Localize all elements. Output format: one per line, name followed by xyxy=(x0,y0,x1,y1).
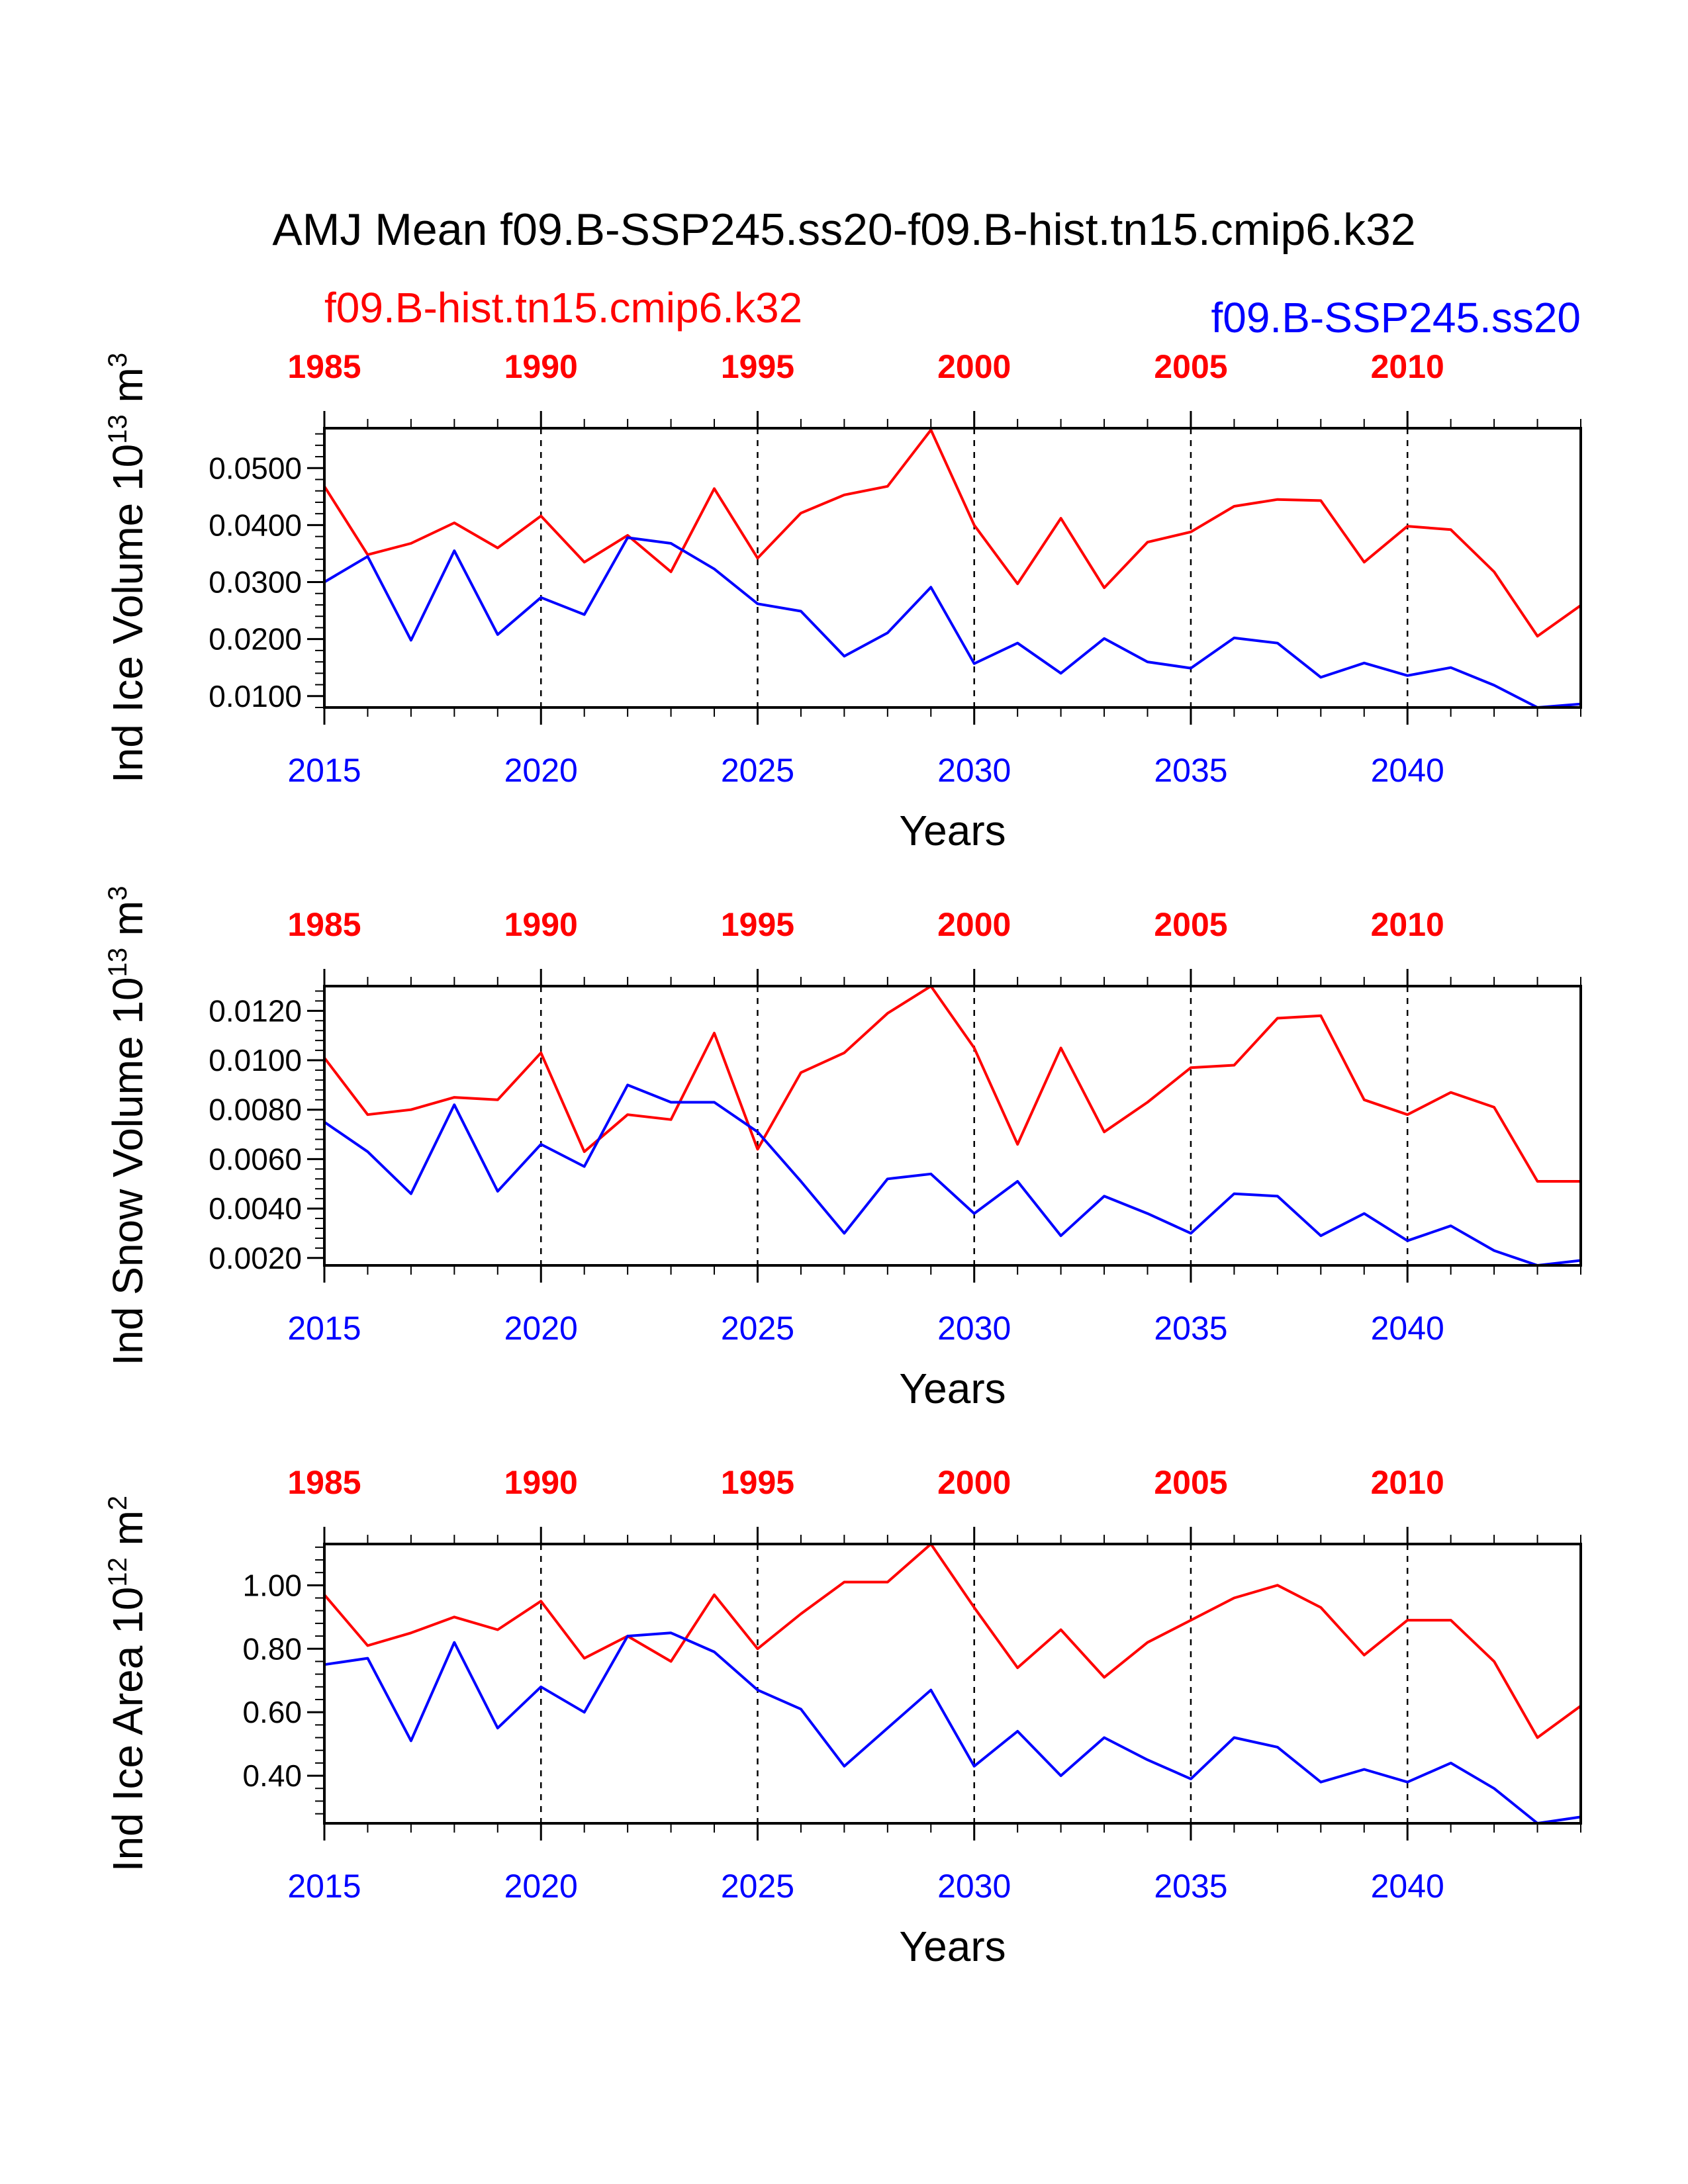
x-tick-label: 2015 xyxy=(287,1310,361,1347)
y-tick-label: 0.0200 xyxy=(209,622,302,657)
series-line-ssp xyxy=(323,536,1581,709)
top-x-tick-label: 1985 xyxy=(287,348,361,385)
series-line-historical xyxy=(323,985,1581,1183)
y-tick-label: 0.60 xyxy=(242,1695,302,1729)
y-tick-label: 0.0120 xyxy=(209,993,302,1028)
x-tick-label: 2030 xyxy=(937,1868,1011,1905)
y-tick-label: 0.0040 xyxy=(209,1191,302,1226)
top-x-tick-label: 2005 xyxy=(1154,906,1227,943)
x-tick-label: 2030 xyxy=(937,1310,1011,1347)
x-tick-label: 2035 xyxy=(1154,1310,1227,1347)
top-x-tick-label: 2010 xyxy=(1371,906,1444,943)
top-x-tick-label: 2000 xyxy=(937,348,1011,385)
top-x-tick-label: 2010 xyxy=(1371,1464,1444,1501)
x-tick-label: 2035 xyxy=(1154,1868,1227,1905)
top-x-tick-label: 2010 xyxy=(1371,348,1444,385)
top-x-tick-label: 1995 xyxy=(721,348,794,385)
top-x-tick-label: 2000 xyxy=(937,1464,1011,1501)
x-tick-label: 2015 xyxy=(287,752,361,789)
y-axis-title-part: m xyxy=(104,901,152,948)
legend-historical: f09.B-hist.tn15.cmip6.k32 xyxy=(324,284,802,332)
y-axis-title-part: Ind Snow Volume 10 xyxy=(104,977,152,1365)
x-tick-label: 2030 xyxy=(937,752,1011,789)
y-axis-title: Ind Ice Area 1012 m2 xyxy=(103,1496,152,1872)
x-tick-label: 2035 xyxy=(1154,752,1227,789)
x-tick-label: 2040 xyxy=(1371,1868,1444,1905)
y-axis-title-superscript: 13 xyxy=(103,948,132,978)
chart-panel-2: 0.0020 0.0040 0.0060 0.0080 0.0100 0.0120 2015… xyxy=(103,886,1582,1412)
plot-frame xyxy=(323,1543,1582,1825)
y-axis-title-superscript: 3 xyxy=(103,353,132,367)
chart-panel-3: 0.40 0.60 0.80 1.00 2015 1985 2020 1990 2025 1995… xyxy=(103,1464,1582,1970)
y-axis-title-superscript: 13 xyxy=(103,414,132,444)
y-tick-label: 0.0060 xyxy=(209,1142,302,1176)
top-x-tick-label: 1990 xyxy=(504,906,578,943)
y-tick-label: 0.0020 xyxy=(209,1241,302,1275)
legend-ssp: f09.B-SSP245.ss20 xyxy=(1211,294,1581,341)
y-tick-label: 0.0400 xyxy=(209,508,302,542)
top-x-tick-label: 1995 xyxy=(721,1464,794,1501)
top-x-tick-label: 2005 xyxy=(1154,1464,1227,1501)
y-axis-title: Ind Ice Volume 1013 m3 xyxy=(103,353,152,783)
chart-panels: 0.01000.02000.03000.04000.05002015198520… xyxy=(103,348,1582,1970)
x-axis-title: Years xyxy=(899,1923,1006,1970)
y-axis-title-part: m xyxy=(104,367,152,414)
y-axis-title: Ind Snow Volume 1013 m3 xyxy=(103,886,152,1366)
top-x-tick-label: 1995 xyxy=(721,906,794,943)
y-axis-title-part: Ind Ice Volume 10 xyxy=(104,444,152,783)
x-tick-label: 2025 xyxy=(721,1310,794,1347)
top-x-tick-label: 1985 xyxy=(287,1464,361,1501)
figure-title: AMJ Mean f09.B-SSP245.ss20-f09.B-hist.tn… xyxy=(272,205,1415,255)
x-axis-title: Years xyxy=(899,1365,1006,1412)
y-axis-title-part: Ind Ice Area 10 xyxy=(104,1587,152,1872)
x-tick-label: 2020 xyxy=(504,1868,578,1905)
x-tick-label: 2015 xyxy=(287,1868,361,1905)
series-line-historical xyxy=(323,428,1582,638)
x-tick-label: 2020 xyxy=(504,752,578,789)
series-line-ssp xyxy=(324,1631,1581,1825)
y-tick-label: 0.0500 xyxy=(209,451,302,485)
plot-frame xyxy=(323,985,1582,1267)
y-tick-label: 0.0100 xyxy=(209,679,302,713)
top-x-tick-label: 1990 xyxy=(504,348,578,385)
series-line-ssp xyxy=(323,1083,1581,1267)
top-x-tick-label: 1985 xyxy=(287,906,361,943)
x-tick-label: 2025 xyxy=(721,752,794,789)
y-tick-label: 0.40 xyxy=(242,1758,302,1793)
top-x-tick-label: 2000 xyxy=(937,906,1011,943)
y-axis-title-superscript: 3 xyxy=(103,886,132,901)
y-axis-title-superscript: 12 xyxy=(103,1557,132,1587)
y-tick-label: 0.0100 xyxy=(209,1043,302,1077)
plot-frame xyxy=(323,427,1582,709)
chart-panel-1: 0.0100 0.0200 0.0300 0.0400 0.0500 2015 1985 20… xyxy=(103,348,1582,854)
top-x-tick-label: 2005 xyxy=(1154,348,1227,385)
top-x-tick-label: 1990 xyxy=(504,1464,578,1501)
y-tick-label: 0.0300 xyxy=(209,565,302,600)
x-tick-label: 2040 xyxy=(1371,752,1444,789)
x-tick-label: 2025 xyxy=(721,1868,794,1905)
y-tick-label: 0.80 xyxy=(242,1631,302,1666)
y-tick-label: 0.0080 xyxy=(209,1093,302,1127)
y-axis-title-superscript: 2 xyxy=(103,1496,132,1510)
x-tick-label: 2040 xyxy=(1371,1310,1444,1347)
x-tick-label: 2020 xyxy=(504,1310,578,1347)
y-tick-label: 1.00 xyxy=(242,1568,302,1602)
y-axis-title-part: m xyxy=(104,1510,152,1557)
x-axis-title: Years xyxy=(899,807,1006,854)
series-line-historical xyxy=(323,1543,1582,1739)
